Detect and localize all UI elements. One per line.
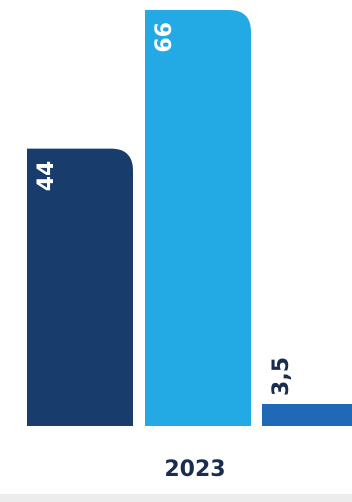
value-labels-group: 44 66 3,5 [34,22,294,396]
bar-0 [27,148,133,426]
bars-group [27,10,352,426]
value-label-0: 44 [34,161,59,192]
bar-1 [145,10,251,426]
category-label-2023: 2023 [164,457,225,482]
value-label-2: 3,5 [269,357,294,396]
bar-2 [262,403,352,426]
footer-bar [0,494,352,502]
value-label-1: 66 [152,22,177,53]
